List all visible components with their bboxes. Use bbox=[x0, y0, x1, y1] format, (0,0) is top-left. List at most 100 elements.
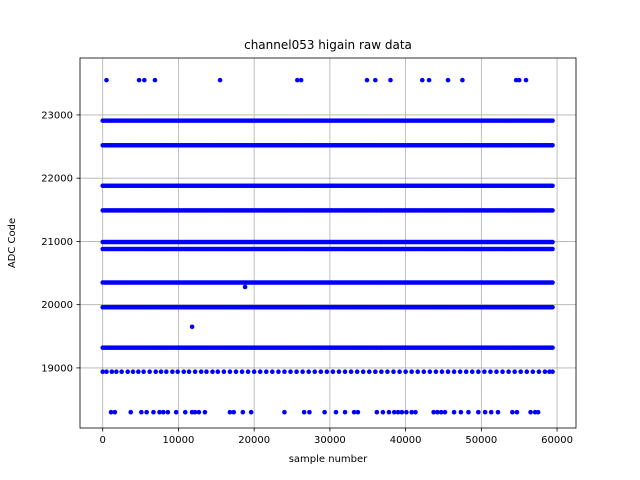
outlier-point bbox=[364, 77, 370, 83]
outlier-point bbox=[476, 409, 481, 415]
data-point bbox=[136, 369, 141, 375]
data-point bbox=[336, 369, 342, 375]
data-point bbox=[198, 369, 204, 375]
data-point bbox=[147, 369, 152, 375]
outlier-point bbox=[196, 409, 202, 415]
data-point bbox=[158, 369, 164, 375]
outlier-point bbox=[523, 77, 529, 83]
data-point bbox=[204, 369, 209, 375]
outlier-point bbox=[151, 409, 156, 415]
outlier-point bbox=[301, 409, 307, 415]
data-point bbox=[100, 369, 106, 375]
chart-title: channel053 higain raw data bbox=[244, 38, 412, 52]
data-point bbox=[125, 369, 131, 375]
data-point bbox=[233, 369, 239, 375]
data-point bbox=[550, 280, 555, 285]
data-point bbox=[415, 369, 421, 375]
data-point bbox=[482, 369, 487, 375]
data-point bbox=[257, 369, 263, 375]
data-point bbox=[239, 369, 245, 375]
outlier-point bbox=[510, 409, 515, 415]
data-point bbox=[445, 369, 451, 375]
x-tick-label: 50000 bbox=[465, 435, 497, 446]
outlier-point bbox=[192, 409, 198, 415]
data-point bbox=[469, 369, 475, 375]
data-point bbox=[318, 369, 324, 375]
outlier-point bbox=[404, 409, 409, 415]
outlier-point bbox=[445, 77, 451, 83]
outlier-point bbox=[355, 409, 361, 415]
outlier-point bbox=[458, 409, 464, 415]
outlier-point bbox=[388, 77, 393, 83]
data-point bbox=[530, 369, 536, 375]
data-point bbox=[354, 369, 360, 375]
outlier-point bbox=[395, 409, 401, 415]
outlier-point bbox=[514, 409, 520, 415]
data-points bbox=[100, 77, 555, 415]
outlier-point bbox=[442, 409, 448, 415]
data-point bbox=[451, 369, 457, 375]
outlier-point bbox=[482, 409, 488, 415]
data-point bbox=[276, 369, 281, 375]
outlier-point bbox=[202, 409, 208, 415]
data-point bbox=[518, 369, 524, 375]
data-point bbox=[427, 369, 433, 375]
data-point bbox=[251, 369, 257, 375]
outlier-point bbox=[466, 409, 471, 415]
data-point bbox=[542, 369, 548, 375]
x-tick-label: 0 bbox=[100, 435, 106, 446]
outlier-point bbox=[242, 284, 248, 290]
outlier-point bbox=[322, 409, 327, 415]
data-point bbox=[476, 369, 481, 375]
outlier-point bbox=[152, 77, 158, 83]
outlier-point bbox=[128, 409, 134, 415]
data-point bbox=[130, 369, 136, 375]
data-point bbox=[186, 369, 192, 375]
data-point bbox=[463, 369, 469, 375]
outlier-point bbox=[413, 409, 418, 415]
x-axis-title: sample number bbox=[289, 454, 368, 465]
outlier-point bbox=[451, 409, 457, 415]
data-point bbox=[439, 369, 445, 375]
data-point bbox=[175, 369, 180, 375]
outlier-point bbox=[182, 409, 188, 415]
data-point bbox=[506, 369, 511, 375]
x-tick-label: 30000 bbox=[314, 435, 346, 446]
data-point bbox=[524, 369, 530, 375]
outlier-point bbox=[460, 77, 465, 83]
data-point bbox=[270, 369, 275, 375]
data-point bbox=[312, 369, 318, 375]
outlier-point bbox=[139, 409, 144, 415]
data-point bbox=[550, 208, 555, 213]
data-point bbox=[141, 369, 146, 375]
outlier-point bbox=[144, 409, 149, 415]
data-point bbox=[360, 369, 366, 375]
outlier-point bbox=[495, 409, 501, 415]
data-point bbox=[550, 246, 555, 252]
outlier-point bbox=[108, 409, 114, 415]
outlier-point bbox=[391, 409, 397, 415]
data-point bbox=[330, 369, 336, 375]
data-point bbox=[550, 118, 555, 123]
x-tick-label: 10000 bbox=[163, 435, 195, 446]
data-point bbox=[494, 369, 499, 375]
outlier-point bbox=[295, 77, 300, 83]
y-tick-label: 23000 bbox=[41, 110, 73, 121]
data-point bbox=[391, 369, 396, 375]
data-point bbox=[342, 369, 348, 375]
data-point bbox=[373, 369, 378, 375]
data-point bbox=[550, 345, 555, 350]
outlier-point bbox=[142, 77, 147, 83]
axis-ticks: 0 10000 20000 30000 40000 50000 60000 19000 2000… bbox=[41, 110, 573, 446]
data-point bbox=[550, 304, 555, 310]
outlier-point bbox=[528, 409, 533, 415]
outlier-point bbox=[419, 77, 425, 83]
outlier-point bbox=[399, 409, 405, 415]
outlier-point bbox=[240, 409, 246, 415]
outlier-point bbox=[380, 409, 386, 415]
data-point bbox=[282, 369, 287, 375]
data-point bbox=[192, 369, 198, 375]
outlier-point bbox=[333, 409, 339, 415]
outlier-point bbox=[516, 77, 522, 83]
